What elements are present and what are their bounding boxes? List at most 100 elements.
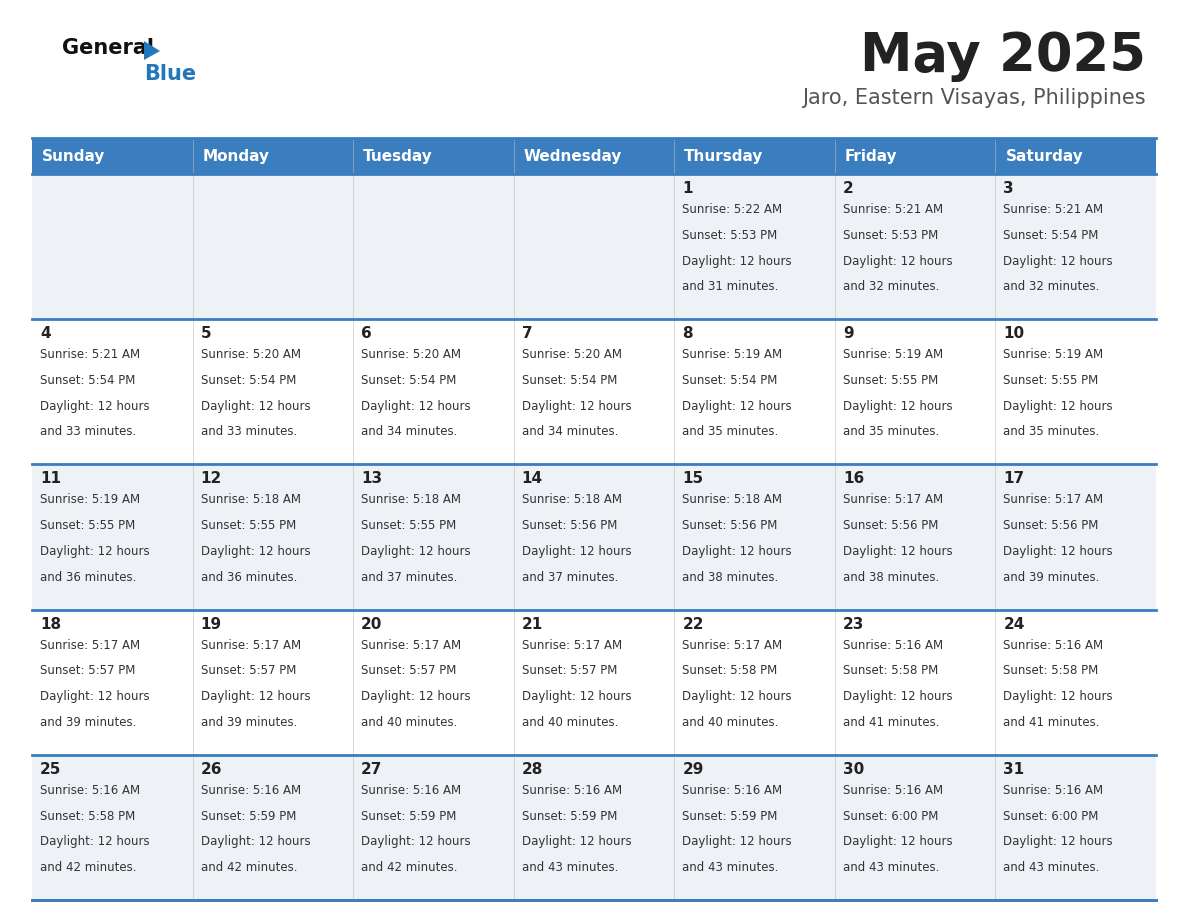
Text: 2: 2: [842, 181, 854, 196]
Text: Blue: Blue: [144, 64, 196, 84]
Text: 1: 1: [682, 181, 693, 196]
Text: Sunrise: 5:16 AM: Sunrise: 5:16 AM: [522, 784, 621, 797]
Text: Sunset: 5:56 PM: Sunset: 5:56 PM: [842, 520, 939, 532]
Text: and 39 minutes.: and 39 minutes.: [40, 716, 137, 729]
Polygon shape: [144, 41, 160, 60]
Text: 6: 6: [361, 326, 372, 341]
Text: Sunset: 5:55 PM: Sunset: 5:55 PM: [361, 520, 456, 532]
Text: 30: 30: [842, 762, 864, 777]
Text: Daylight: 12 hours: Daylight: 12 hours: [361, 835, 470, 848]
Text: 23: 23: [842, 617, 864, 632]
Text: and 36 minutes.: and 36 minutes.: [40, 571, 137, 584]
Text: and 37 minutes.: and 37 minutes.: [522, 571, 618, 584]
Text: Sunrise: 5:22 AM: Sunrise: 5:22 AM: [682, 203, 783, 216]
Text: Sunset: 5:58 PM: Sunset: 5:58 PM: [842, 665, 939, 677]
Text: Friday: Friday: [845, 149, 897, 163]
Text: 17: 17: [1004, 472, 1024, 487]
Text: Sunrise: 5:19 AM: Sunrise: 5:19 AM: [40, 493, 140, 507]
Bar: [32, 610, 1156, 755]
Text: Sunset: 5:57 PM: Sunset: 5:57 PM: [40, 665, 135, 677]
Text: Sunrise: 5:20 AM: Sunrise: 5:20 AM: [361, 348, 461, 361]
Text: General: General: [62, 38, 154, 58]
Text: Sunset: 5:59 PM: Sunset: 5:59 PM: [361, 810, 456, 823]
Text: Daylight: 12 hours: Daylight: 12 hours: [361, 545, 470, 558]
Text: Sunrise: 5:20 AM: Sunrise: 5:20 AM: [201, 348, 301, 361]
Text: Daylight: 12 hours: Daylight: 12 hours: [1004, 399, 1113, 413]
Text: Sunset: 5:59 PM: Sunset: 5:59 PM: [682, 810, 778, 823]
Text: 9: 9: [842, 326, 853, 341]
Text: Sunrise: 5:17 AM: Sunrise: 5:17 AM: [682, 639, 783, 652]
Text: Sunrise: 5:18 AM: Sunrise: 5:18 AM: [361, 493, 461, 507]
Text: Sunday: Sunday: [42, 149, 106, 163]
Text: Sunrise: 5:20 AM: Sunrise: 5:20 AM: [522, 348, 621, 361]
Text: and 32 minutes.: and 32 minutes.: [842, 280, 940, 293]
Text: May 2025: May 2025: [860, 30, 1146, 82]
Text: Daylight: 12 hours: Daylight: 12 hours: [842, 399, 953, 413]
Text: Sunrise: 5:19 AM: Sunrise: 5:19 AM: [1004, 348, 1104, 361]
Text: and 32 minutes.: and 32 minutes.: [1004, 280, 1100, 293]
Text: Jaro, Eastern Visayas, Philippines: Jaro, Eastern Visayas, Philippines: [802, 88, 1146, 108]
Text: Daylight: 12 hours: Daylight: 12 hours: [201, 690, 310, 703]
Text: Sunrise: 5:16 AM: Sunrise: 5:16 AM: [842, 639, 943, 652]
Text: Saturday: Saturday: [1005, 149, 1083, 163]
Text: Sunrise: 5:17 AM: Sunrise: 5:17 AM: [522, 639, 621, 652]
Text: Daylight: 12 hours: Daylight: 12 hours: [1004, 254, 1113, 267]
Text: Daylight: 12 hours: Daylight: 12 hours: [361, 690, 470, 703]
Text: Sunset: 5:54 PM: Sunset: 5:54 PM: [682, 374, 778, 387]
Text: 26: 26: [201, 762, 222, 777]
Text: Daylight: 12 hours: Daylight: 12 hours: [40, 835, 150, 848]
Text: 8: 8: [682, 326, 693, 341]
Text: Sunrise: 5:18 AM: Sunrise: 5:18 AM: [522, 493, 621, 507]
Text: and 40 minutes.: and 40 minutes.: [361, 716, 457, 729]
Text: and 41 minutes.: and 41 minutes.: [842, 716, 940, 729]
Text: Sunset: 5:54 PM: Sunset: 5:54 PM: [522, 374, 617, 387]
Text: and 43 minutes.: and 43 minutes.: [682, 861, 778, 874]
Text: Daylight: 12 hours: Daylight: 12 hours: [361, 399, 470, 413]
Text: and 41 minutes.: and 41 minutes.: [1004, 716, 1100, 729]
Text: Sunrise: 5:18 AM: Sunrise: 5:18 AM: [201, 493, 301, 507]
Text: and 31 minutes.: and 31 minutes.: [682, 280, 778, 293]
Text: Daylight: 12 hours: Daylight: 12 hours: [40, 690, 150, 703]
Text: 11: 11: [40, 472, 61, 487]
Text: Sunrise: 5:19 AM: Sunrise: 5:19 AM: [682, 348, 783, 361]
Text: Sunset: 5:59 PM: Sunset: 5:59 PM: [522, 810, 617, 823]
Text: Sunset: 5:57 PM: Sunset: 5:57 PM: [522, 665, 617, 677]
Text: and 40 minutes.: and 40 minutes.: [682, 716, 778, 729]
Text: Sunset: 6:00 PM: Sunset: 6:00 PM: [1004, 810, 1099, 823]
Text: Monday: Monday: [203, 149, 270, 163]
Text: Sunrise: 5:16 AM: Sunrise: 5:16 AM: [1004, 639, 1104, 652]
Bar: [32, 465, 1156, 610]
Text: Daylight: 12 hours: Daylight: 12 hours: [522, 690, 631, 703]
Text: and 43 minutes.: and 43 minutes.: [842, 861, 940, 874]
Text: and 37 minutes.: and 37 minutes.: [361, 571, 457, 584]
Text: Daylight: 12 hours: Daylight: 12 hours: [682, 835, 792, 848]
Text: Sunrise: 5:17 AM: Sunrise: 5:17 AM: [1004, 493, 1104, 507]
Text: Sunset: 5:58 PM: Sunset: 5:58 PM: [40, 810, 135, 823]
Text: and 35 minutes.: and 35 minutes.: [1004, 425, 1100, 439]
Text: Sunrise: 5:16 AM: Sunrise: 5:16 AM: [201, 784, 301, 797]
Text: Sunrise: 5:16 AM: Sunrise: 5:16 AM: [842, 784, 943, 797]
Text: Sunset: 5:59 PM: Sunset: 5:59 PM: [201, 810, 296, 823]
Text: Daylight: 12 hours: Daylight: 12 hours: [1004, 690, 1113, 703]
Text: Daylight: 12 hours: Daylight: 12 hours: [1004, 835, 1113, 848]
Text: Sunrise: 5:21 AM: Sunrise: 5:21 AM: [1004, 203, 1104, 216]
Text: Sunset: 5:54 PM: Sunset: 5:54 PM: [40, 374, 135, 387]
Text: 3: 3: [1004, 181, 1015, 196]
Bar: [32, 174, 1156, 319]
Text: Sunset: 5:55 PM: Sunset: 5:55 PM: [1004, 374, 1099, 387]
Text: and 42 minutes.: and 42 minutes.: [361, 861, 457, 874]
Text: Sunrise: 5:17 AM: Sunrise: 5:17 AM: [842, 493, 943, 507]
Text: Daylight: 12 hours: Daylight: 12 hours: [522, 399, 631, 413]
Text: 29: 29: [682, 762, 703, 777]
Text: Daylight: 12 hours: Daylight: 12 hours: [522, 835, 631, 848]
Text: and 43 minutes.: and 43 minutes.: [522, 861, 618, 874]
Text: Sunrise: 5:17 AM: Sunrise: 5:17 AM: [40, 639, 140, 652]
Text: 28: 28: [522, 762, 543, 777]
Text: and 36 minutes.: and 36 minutes.: [201, 571, 297, 584]
Text: Daylight: 12 hours: Daylight: 12 hours: [842, 545, 953, 558]
Text: Sunrise: 5:18 AM: Sunrise: 5:18 AM: [682, 493, 782, 507]
Text: 12: 12: [201, 472, 222, 487]
Text: Daylight: 12 hours: Daylight: 12 hours: [682, 399, 792, 413]
Text: Wednesday: Wednesday: [524, 149, 623, 163]
Bar: [32, 319, 1156, 465]
